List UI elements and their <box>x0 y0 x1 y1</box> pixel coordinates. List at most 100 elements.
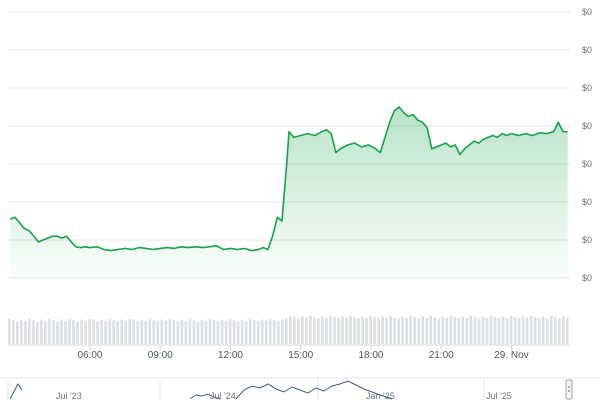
volume-bar <box>80 319 83 344</box>
volume-bar <box>489 316 493 344</box>
y-tick-label: $0 <box>582 7 592 17</box>
navigator-handle[interactable] <box>565 379 573 400</box>
volume-bar <box>537 318 541 344</box>
volume-bar <box>132 320 135 344</box>
volume-bar <box>236 321 240 344</box>
navigator-label: Jul '23 <box>56 391 82 400</box>
volume-bar <box>136 321 140 344</box>
volume-bar <box>481 316 485 344</box>
volume-bar <box>437 318 441 344</box>
volume-bar <box>321 316 324 344</box>
x-axis: 06:00 09:00 12:00 15:00 18:00 21:00 29. Nov <box>77 345 529 361</box>
volume-bar <box>108 319 111 344</box>
y-tick-label: $0 <box>582 197 592 207</box>
volume-bar <box>64 320 67 344</box>
volume-bar <box>349 316 352 344</box>
volume-bar <box>533 317 537 344</box>
volume-bar <box>545 317 549 344</box>
volume-bar <box>345 317 348 344</box>
volume-bar <box>505 317 509 344</box>
x-tick-label: 09:00 <box>148 350 173 361</box>
volume-bar <box>461 316 465 344</box>
volume-bar <box>469 316 473 344</box>
y-axis: $0 $0 $0 $0 $0 $0 $0 $0 <box>582 7 592 283</box>
volume-bar <box>517 318 521 344</box>
volume-bar <box>553 317 557 344</box>
volume-bar <box>200 319 204 344</box>
volume-bar <box>497 318 501 344</box>
volume-bar <box>184 320 188 344</box>
volume-bar <box>473 317 477 344</box>
volume-bar <box>224 320 228 344</box>
volume-bar <box>48 319 51 344</box>
volume-bar <box>168 319 172 344</box>
x-tick-label: 15:00 <box>288 350 313 361</box>
volume-bar <box>116 321 119 344</box>
volume-bar <box>204 320 208 344</box>
volume-bar <box>128 319 131 344</box>
volume-bar <box>417 318 421 344</box>
volume-bar <box>216 321 220 344</box>
range-navigator[interactable]: Jul '23 Jul '24 Jan '25 Jul '25 <box>0 377 600 400</box>
volume-bar <box>509 316 513 344</box>
volume-bar <box>96 321 99 344</box>
volume-bar <box>120 319 123 344</box>
volume-bar <box>521 316 525 344</box>
volume-bar <box>180 319 184 344</box>
volume-bar <box>164 320 168 344</box>
volume-bar <box>148 319 152 344</box>
volume-bar <box>397 318 400 344</box>
volume-bar <box>433 317 437 344</box>
navigator-label: Jul '25 <box>486 391 512 400</box>
volume-bar <box>325 317 328 344</box>
volume-bar <box>562 316 565 344</box>
y-tick-label: $0 <box>582 235 592 245</box>
volume-bar <box>268 319 272 344</box>
volume-bar <box>12 320 15 344</box>
volume-bar <box>305 317 308 344</box>
volume-bar <box>60 319 63 344</box>
volume-bar <box>244 320 248 344</box>
volume-bar <box>357 318 360 344</box>
volume-bar <box>401 316 404 344</box>
volume-bar <box>256 321 260 344</box>
volume-bar <box>76 321 79 344</box>
volume-bar <box>289 316 292 344</box>
x-tick-label: 12:00 <box>218 350 243 361</box>
volume-bar <box>393 317 396 344</box>
volume-bar <box>56 321 59 344</box>
volume-bar <box>385 317 388 344</box>
volume-bar <box>285 317 288 344</box>
volume-bar <box>293 317 296 344</box>
volume-bar <box>365 317 368 344</box>
volume-bar <box>232 320 236 344</box>
volume-bar <box>92 320 95 344</box>
volume-bar <box>485 317 489 344</box>
volume-bar <box>353 317 356 344</box>
volume-bar <box>373 317 376 344</box>
volume-bar <box>24 320 27 344</box>
volume-bar <box>377 318 380 344</box>
volume-bar <box>40 319 43 344</box>
volume-bar <box>240 319 244 344</box>
volume-bar <box>228 319 232 344</box>
volume-bar <box>176 321 180 344</box>
volume-bar <box>389 316 392 344</box>
volume-bar <box>281 319 284 344</box>
volume-bar <box>501 316 505 344</box>
volume-bar <box>329 316 332 344</box>
volume-bar <box>549 316 553 344</box>
volume-bar <box>72 320 75 344</box>
volume-bar <box>104 320 107 344</box>
volume-bar <box>525 317 529 344</box>
volume-bar <box>566 317 569 344</box>
volume-bar <box>309 316 312 344</box>
volume-bar <box>445 317 449 344</box>
volume-bar <box>558 318 561 344</box>
y-tick-label: $0 <box>582 159 592 169</box>
volume-bar <box>84 320 87 344</box>
volume-bar <box>152 320 156 344</box>
volume-bar <box>297 318 300 344</box>
volume-bar <box>112 320 115 344</box>
